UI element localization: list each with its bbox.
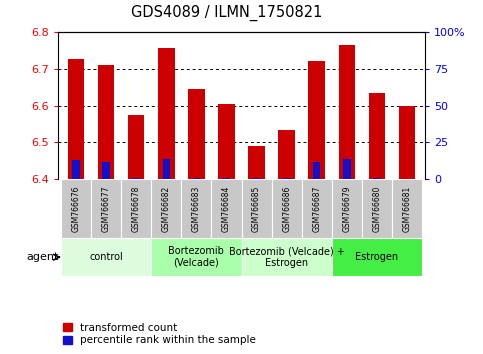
Bar xyxy=(212,179,242,238)
Text: GSM766680: GSM766680 xyxy=(372,185,382,232)
Bar xyxy=(283,178,290,179)
Text: GSM766682: GSM766682 xyxy=(162,185,171,232)
Bar xyxy=(309,61,325,179)
Bar xyxy=(373,178,381,179)
Text: agent: agent xyxy=(26,252,58,262)
Bar xyxy=(313,161,320,179)
Bar xyxy=(242,179,271,238)
Bar xyxy=(271,179,302,238)
Bar xyxy=(158,48,174,179)
Legend: transformed count, percentile rank within the sample: transformed count, percentile rank withi… xyxy=(63,322,256,345)
Bar xyxy=(128,115,144,179)
Text: GSM766678: GSM766678 xyxy=(132,185,141,232)
Bar xyxy=(121,179,151,238)
Text: GSM766687: GSM766687 xyxy=(312,185,321,232)
Text: Estrogen: Estrogen xyxy=(355,252,398,262)
Text: control: control xyxy=(89,252,123,262)
Bar xyxy=(253,178,260,179)
Bar xyxy=(72,160,80,179)
Bar xyxy=(362,179,392,238)
Bar xyxy=(151,179,181,238)
Bar xyxy=(132,178,140,179)
Bar xyxy=(339,45,355,179)
Bar xyxy=(91,179,121,238)
Bar xyxy=(248,146,265,179)
Bar xyxy=(151,238,242,276)
Text: GDS4089 / ILMN_1750821: GDS4089 / ILMN_1750821 xyxy=(131,5,323,21)
Bar xyxy=(68,59,85,179)
Bar xyxy=(332,238,422,276)
Bar xyxy=(302,179,332,238)
Bar xyxy=(343,159,351,179)
Bar xyxy=(163,159,170,179)
Bar xyxy=(398,105,415,179)
Bar xyxy=(98,65,114,179)
Bar xyxy=(218,104,235,179)
Bar xyxy=(242,238,332,276)
Text: GSM766684: GSM766684 xyxy=(222,185,231,232)
Text: GSM766681: GSM766681 xyxy=(402,185,412,232)
Text: GSM766686: GSM766686 xyxy=(282,185,291,232)
Text: GSM766679: GSM766679 xyxy=(342,185,351,232)
Text: GSM766685: GSM766685 xyxy=(252,185,261,232)
Bar xyxy=(223,178,230,179)
Bar xyxy=(61,238,151,276)
Text: GSM766683: GSM766683 xyxy=(192,185,201,232)
Bar xyxy=(102,161,110,179)
Bar xyxy=(61,179,91,238)
Bar xyxy=(188,89,205,179)
Text: Bortezomib
(Velcade): Bortezomib (Velcade) xyxy=(169,246,224,268)
Bar xyxy=(369,93,385,179)
Bar xyxy=(181,179,212,238)
Bar xyxy=(392,179,422,238)
Text: Bortezomib (Velcade) +
Estrogen: Bortezomib (Velcade) + Estrogen xyxy=(228,246,344,268)
Text: GSM766677: GSM766677 xyxy=(101,185,111,232)
Bar xyxy=(193,178,200,179)
Bar xyxy=(278,130,295,179)
Bar xyxy=(332,179,362,238)
Text: GSM766676: GSM766676 xyxy=(71,185,81,232)
